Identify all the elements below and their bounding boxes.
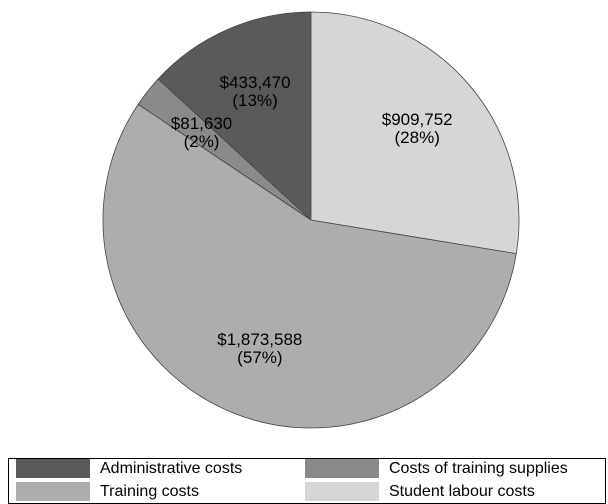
slice-percent-label: (2%) <box>184 132 220 151</box>
legend-swatch <box>16 459 90 478</box>
slice-value-label: $909,752 <box>382 110 453 129</box>
legend-label: Student labour costs <box>389 483 535 500</box>
slice-percent-label: (28%) <box>395 128 440 147</box>
legend-label: Administrative costs <box>100 460 242 477</box>
legend-swatch <box>16 482 90 501</box>
legend-label: Costs of training supplies <box>389 460 568 477</box>
pie-slice <box>310 11 520 255</box>
slice-value-label: $81,630 <box>171 114 232 133</box>
slice-value-label: $1,873,588 <box>217 330 302 349</box>
legend-swatch <box>305 459 379 478</box>
legend-label: Training costs <box>100 483 199 500</box>
slice-percent-label: (13%) <box>232 91 277 110</box>
pie-slice <box>157 11 312 221</box>
slice-percent-label: (57%) <box>237 348 282 367</box>
pie-slice <box>102 103 517 429</box>
slice-value-label: $433,470 <box>220 73 291 92</box>
legend-swatch <box>305 482 379 501</box>
